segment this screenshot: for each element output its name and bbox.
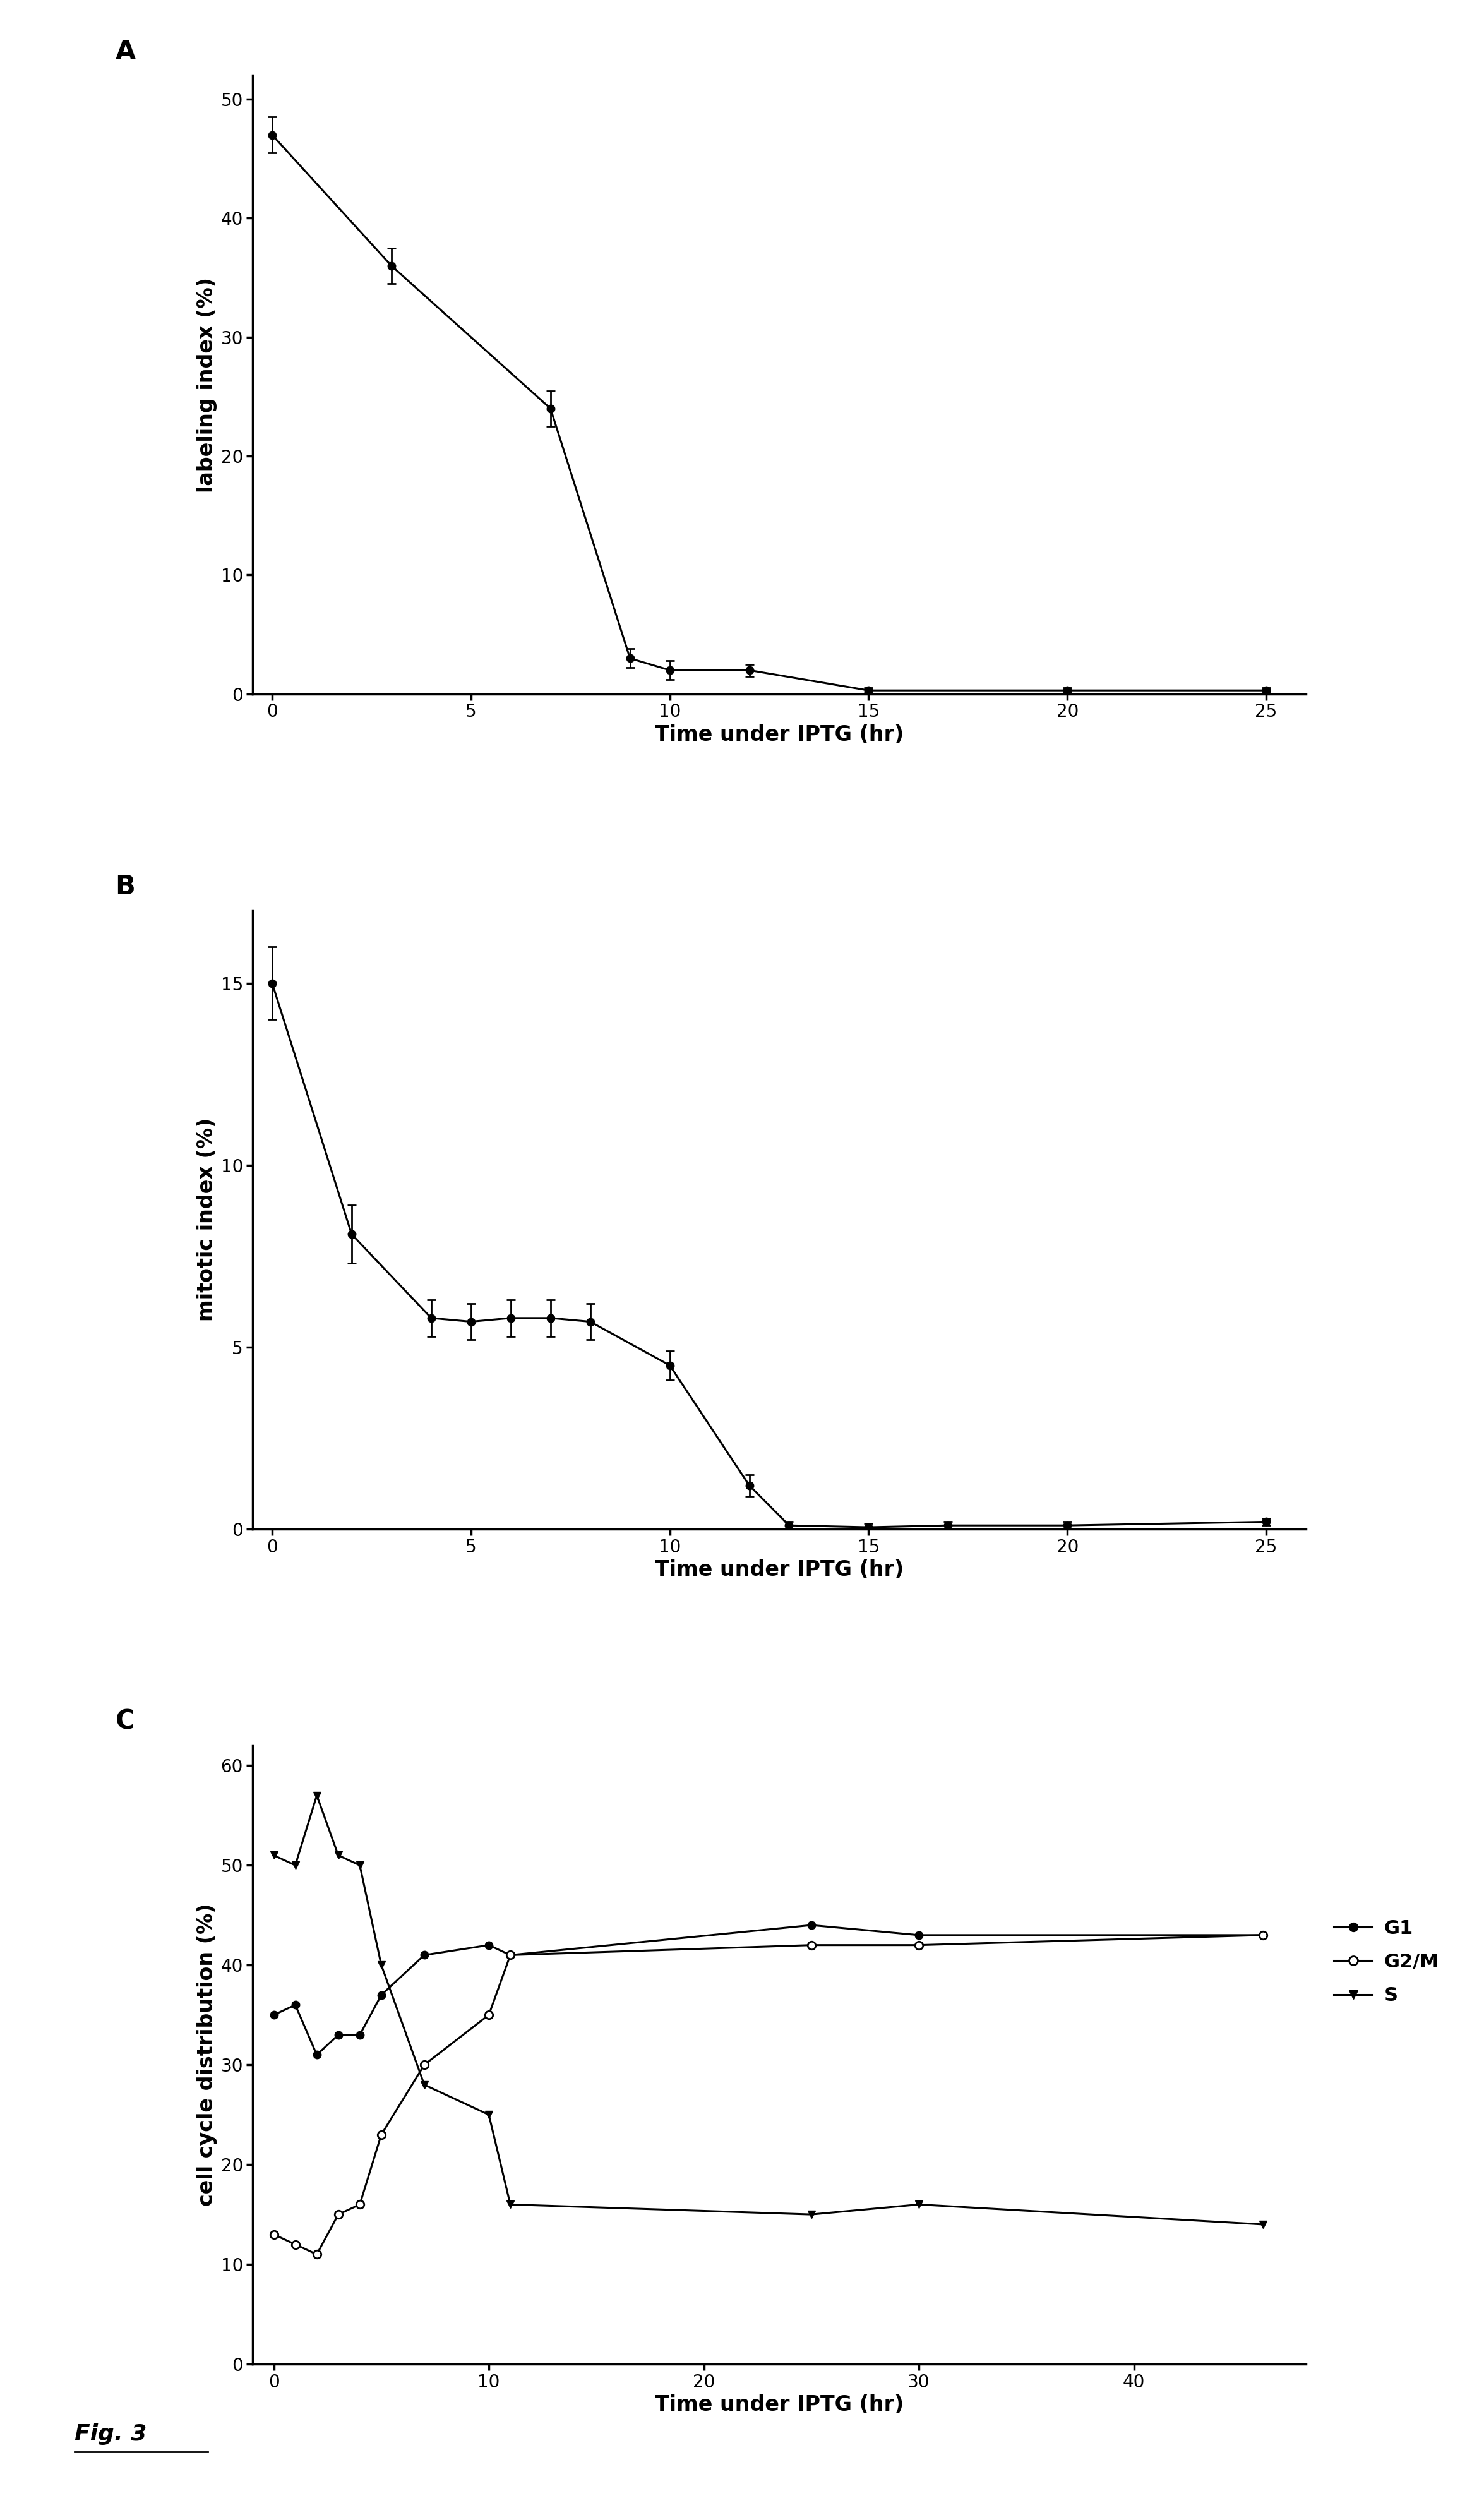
G1 <box>372 1979 390 2009</box>
Y-axis label: labeling index (%): labeling index (%) <box>196 277 217 493</box>
Text: A: A <box>116 38 135 65</box>
Y-axis label: cell cycle distribution (%): cell cycle distribution (%) <box>196 1904 217 2206</box>
G2/M <box>416 2050 433 2080</box>
G1 <box>416 1939 433 1969</box>
G1 <box>1254 1919 1272 1949</box>
G2/M <box>910 1929 928 1959</box>
G1 <box>286 1989 304 2020</box>
Line: G2/M: G2/M <box>270 1932 1267 2258</box>
G1 <box>803 1909 821 1939</box>
G2/M <box>329 2198 347 2228</box>
G1 <box>307 2040 325 2070</box>
S <box>416 2070 433 2100</box>
G1 <box>479 1929 497 1959</box>
G2/M <box>372 2120 390 2150</box>
G2/M <box>350 2191 368 2221</box>
G2/M <box>479 1999 497 2030</box>
X-axis label: Time under IPTG (hr): Time under IPTG (hr) <box>654 2394 904 2414</box>
S <box>479 2100 497 2130</box>
S <box>372 1949 390 1979</box>
S <box>803 2198 821 2228</box>
Text: B: B <box>116 873 135 900</box>
G1 <box>502 1939 519 1969</box>
G2/M <box>264 2218 282 2248</box>
Y-axis label: mitotic index (%): mitotic index (%) <box>196 1119 217 1320</box>
Line: G1: G1 <box>270 1921 1267 2060</box>
S <box>502 2191 519 2221</box>
Legend: G1, G2/M, S: G1, G2/M, S <box>1327 1911 1447 2012</box>
Line: S: S <box>270 1791 1267 2228</box>
G1 <box>264 1999 282 2030</box>
X-axis label: Time under IPTG (hr): Time under IPTG (hr) <box>654 724 904 744</box>
S <box>910 2191 928 2221</box>
G2/M <box>286 2228 304 2258</box>
Text: Fig. 3: Fig. 3 <box>74 2422 147 2445</box>
S <box>307 1781 325 1811</box>
S <box>1254 2208 1272 2238</box>
Text: C: C <box>116 1708 135 1735</box>
X-axis label: Time under IPTG (hr): Time under IPTG (hr) <box>654 1559 904 1579</box>
G1 <box>329 2020 347 2050</box>
G2/M <box>307 2238 325 2269</box>
G2/M <box>1254 1919 1272 1949</box>
S <box>350 1851 368 1881</box>
S <box>329 1841 347 1871</box>
G1 <box>910 1919 928 1949</box>
G2/M <box>803 1929 821 1959</box>
S <box>286 1851 304 1881</box>
G1 <box>350 2020 368 2050</box>
G2/M <box>502 1939 519 1969</box>
S <box>264 1841 282 1871</box>
